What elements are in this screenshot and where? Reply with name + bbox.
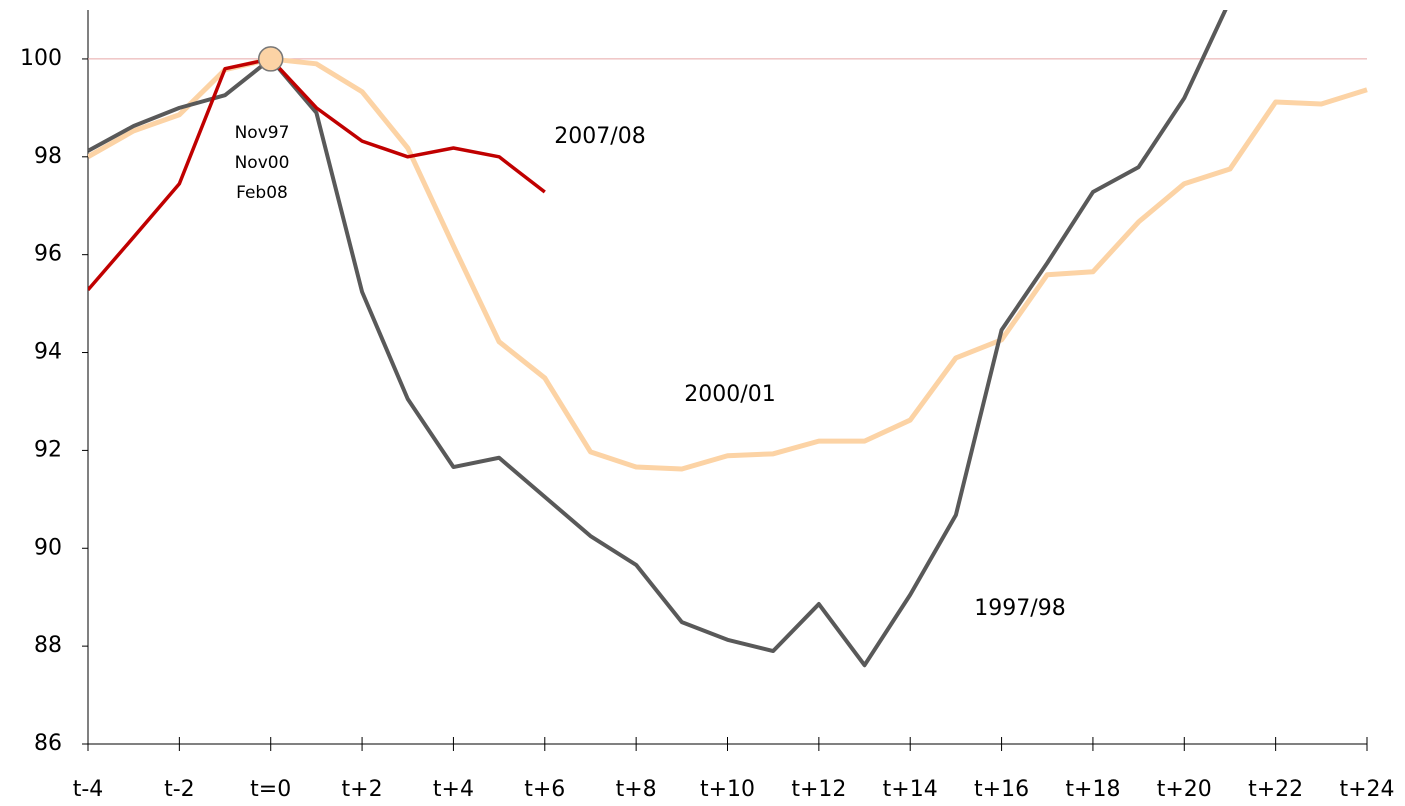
y-tick-label: 92 — [34, 437, 62, 462]
x-tick-label: t+14 — [883, 777, 938, 802]
y-tick-label: 100 — [20, 46, 62, 71]
x-tick-label: t+24 — [1339, 777, 1394, 802]
peak-marker — [257, 46, 284, 72]
annotation: Nov00 — [235, 153, 290, 173]
x-tick-label: t-2 — [164, 777, 195, 802]
y-tick-label: 86 — [34, 731, 62, 756]
x-tick-label: t+10 — [700, 777, 755, 802]
x-tick-label: t+16 — [974, 777, 1029, 802]
x-tick-label: t-4 — [73, 777, 104, 802]
annotation: Feb08 — [236, 183, 288, 203]
y-tick-label: 98 — [34, 144, 62, 169]
series-line — [88, 56, 1368, 472]
plot-area — [88, 10, 1368, 668]
x-tick-label: t+22 — [1248, 777, 1303, 802]
y-tick-label: 94 — [34, 340, 62, 365]
x-tick-label: t+4 — [433, 777, 474, 802]
series-label: 2000/01 — [684, 382, 775, 407]
series-label: 1997/98 — [974, 596, 1065, 621]
x-tick-label: t+18 — [1065, 777, 1120, 802]
x-tick-label: t+12 — [791, 777, 846, 802]
annotation: Nov97 — [235, 123, 290, 143]
y-tick-label: 96 — [34, 242, 62, 267]
x-tick-label: t+20 — [1157, 777, 1212, 802]
x-tick-label: t=0 — [250, 777, 291, 802]
x-tick-label: t+6 — [524, 777, 565, 802]
series-label: 2007/08 — [554, 124, 645, 149]
y-tick-label: 88 — [34, 633, 62, 658]
y-tick-label: 90 — [34, 535, 62, 560]
series-line — [88, 10, 1228, 668]
series-line — [88, 57, 546, 292]
x-tick-label: t+2 — [342, 777, 383, 802]
x-tick-label: t+8 — [616, 777, 657, 802]
